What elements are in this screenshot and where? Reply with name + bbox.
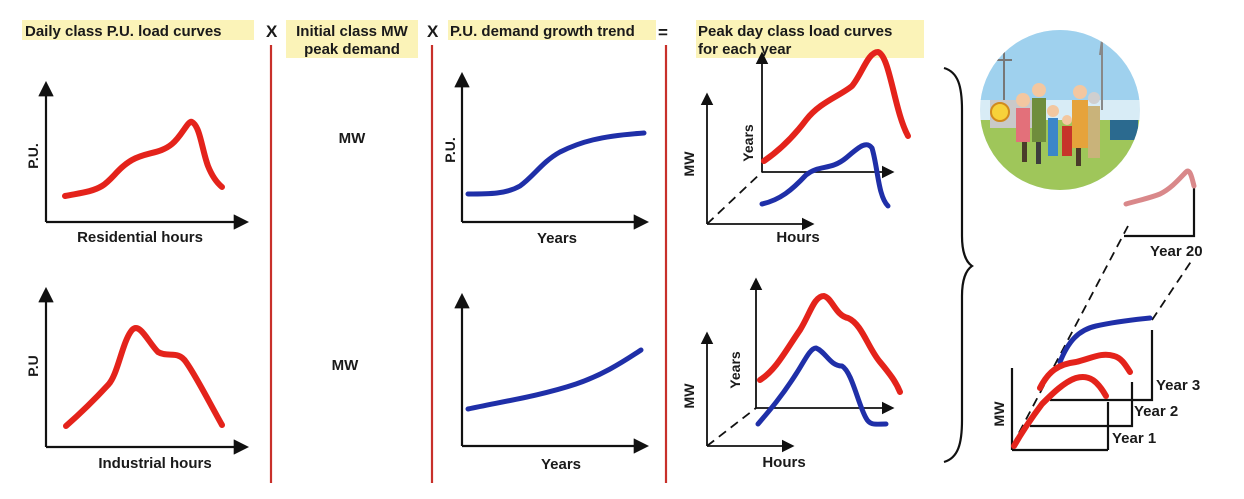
year-1-curve (1011, 374, 1109, 449)
header-initial-mw-line2: peak demand (304, 41, 400, 58)
residential-load-chart: P.U. Residential hours (25, 80, 250, 246)
year-20-label: Year 20 (1150, 243, 1203, 260)
growth-bottom-x-label: Years (541, 456, 581, 473)
peak-day-top-chart: MW Years Hours (681, 49, 911, 246)
peak-top-depth-label: Years (740, 124, 756, 162)
header-growth-trend: P.U. demand growth trend (450, 23, 635, 40)
industrial-load-chart: P.U Industrial hours (25, 286, 250, 472)
peak-bottom-y-label: MW (681, 383, 697, 409)
growth-trend-top-curve (465, 130, 647, 197)
multiply-operator-2: X (427, 22, 439, 41)
family-power-plant-illustration (980, 30, 1140, 190)
year-2-curve (1037, 351, 1133, 391)
peak-bottom-residential-curve (757, 293, 903, 395)
industrial-load-curve (63, 325, 225, 429)
residential-x-label: Residential hours (77, 229, 203, 246)
peak-day-bottom-chart: MW Years Hours (681, 277, 903, 471)
initial-mw-bottom: MW (332, 357, 359, 374)
year-1-label: Year 1 (1112, 430, 1156, 447)
residential-y-label: P.U. (25, 143, 41, 168)
industrial-x-label: Industrial hours (98, 455, 211, 472)
year-2-label: Year 2 (1134, 403, 1178, 420)
peak-bottom-x-label: Hours (762, 454, 805, 471)
growth-trend-bottom-curve (465, 347, 644, 412)
growth-top-x-label: Years (537, 230, 577, 247)
initial-mw-top: MW (339, 130, 366, 147)
year-stack-chart: MW Year 20 Year 3 Year 2 Year 1 (991, 168, 1203, 452)
header-row: Daily class P.U. load curves X Initial c… (22, 20, 924, 58)
growth-trend-top-chart: P.U. Years (442, 71, 650, 247)
industrial-y-label: P.U (25, 355, 41, 377)
residential-load-curve (62, 118, 225, 199)
equals-operator: = (658, 23, 668, 42)
peak-top-y-label: MW (681, 151, 697, 177)
peak-bottom-depth-label: Years (727, 351, 743, 389)
year-3-curve (1057, 315, 1153, 365)
peak-bottom-industrial-curve (755, 345, 889, 427)
year-20-curve (1123, 168, 1197, 207)
stack-y-label: MW (991, 401, 1007, 427)
right-brace (943, 66, 974, 464)
multiply-operator-1: X (266, 22, 278, 41)
growth-top-y-label: P.U. (442, 137, 458, 162)
header-peak-day-line2: for each year (698, 41, 792, 58)
year-3-label: Year 3 (1156, 377, 1200, 394)
peak-top-industrial-curve (759, 142, 891, 209)
peak-top-residential-curve (761, 49, 911, 164)
header-daily-class-load-curves: Daily class P.U. load curves (25, 23, 222, 40)
peak-top-x-label: Hours (776, 229, 819, 246)
header-peak-day-line1: Peak day class load curves (698, 23, 892, 40)
header-initial-mw-line1: Initial class MW (296, 23, 409, 40)
growth-trend-bottom-chart: Years (454, 292, 650, 473)
